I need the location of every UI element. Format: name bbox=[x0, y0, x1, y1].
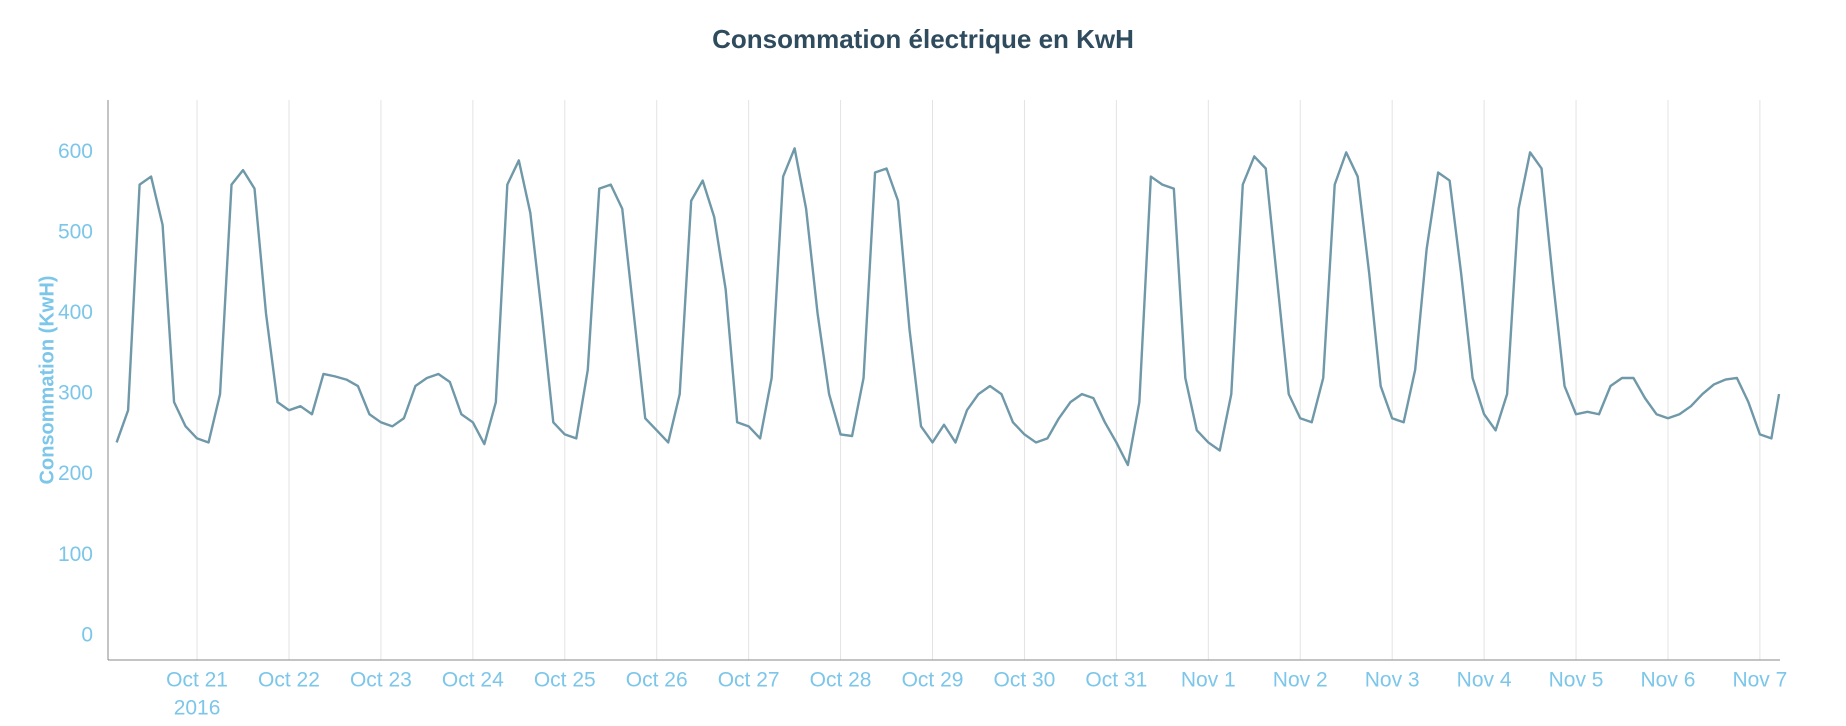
x-tick-label: Oct 30 bbox=[994, 669, 1056, 692]
y-tick-label: 600 bbox=[58, 140, 93, 163]
x-tick-label: Nov 7 bbox=[1732, 669, 1787, 692]
y-axis-label: Consommation (KwH) bbox=[36, 276, 58, 485]
x-tick-label: Nov 4 bbox=[1457, 669, 1512, 692]
y-tick-label: 0 bbox=[81, 623, 93, 646]
y-tick-label: 300 bbox=[58, 382, 93, 405]
x-year-label: 2016 bbox=[174, 697, 221, 720]
y-tick-label: 400 bbox=[58, 301, 93, 324]
x-tick-label: Oct 24 bbox=[442, 669, 504, 692]
x-tick-label: Oct 25 bbox=[534, 669, 596, 692]
x-tick-label: Oct 29 bbox=[902, 669, 964, 692]
x-tick-label: Nov 3 bbox=[1365, 669, 1420, 692]
x-tick-label: Oct 31 bbox=[1085, 669, 1147, 692]
y-tick-label: 100 bbox=[58, 543, 93, 566]
x-tick-label: Oct 22 bbox=[258, 669, 320, 692]
x-tick-label: Nov 2 bbox=[1273, 669, 1328, 692]
x-tick-label: Nov 5 bbox=[1549, 669, 1604, 692]
x-tick-label: Nov 1 bbox=[1181, 669, 1236, 692]
data-line bbox=[115, 147, 1781, 467]
x-tick-label: Oct 23 bbox=[350, 669, 412, 692]
x-tick-label: Oct 26 bbox=[626, 669, 688, 692]
x-tick-label: Oct 27 bbox=[718, 669, 780, 692]
x-tick-label: Nov 6 bbox=[1641, 669, 1696, 692]
y-tick-label: 500 bbox=[58, 220, 93, 243]
y-tick-label: 200 bbox=[58, 462, 93, 485]
x-tick-label: Oct 28 bbox=[810, 669, 872, 692]
x-tick-label: Oct 21 bbox=[166, 669, 228, 692]
chart-title: Consommation électrique en KwH bbox=[712, 24, 1134, 54]
